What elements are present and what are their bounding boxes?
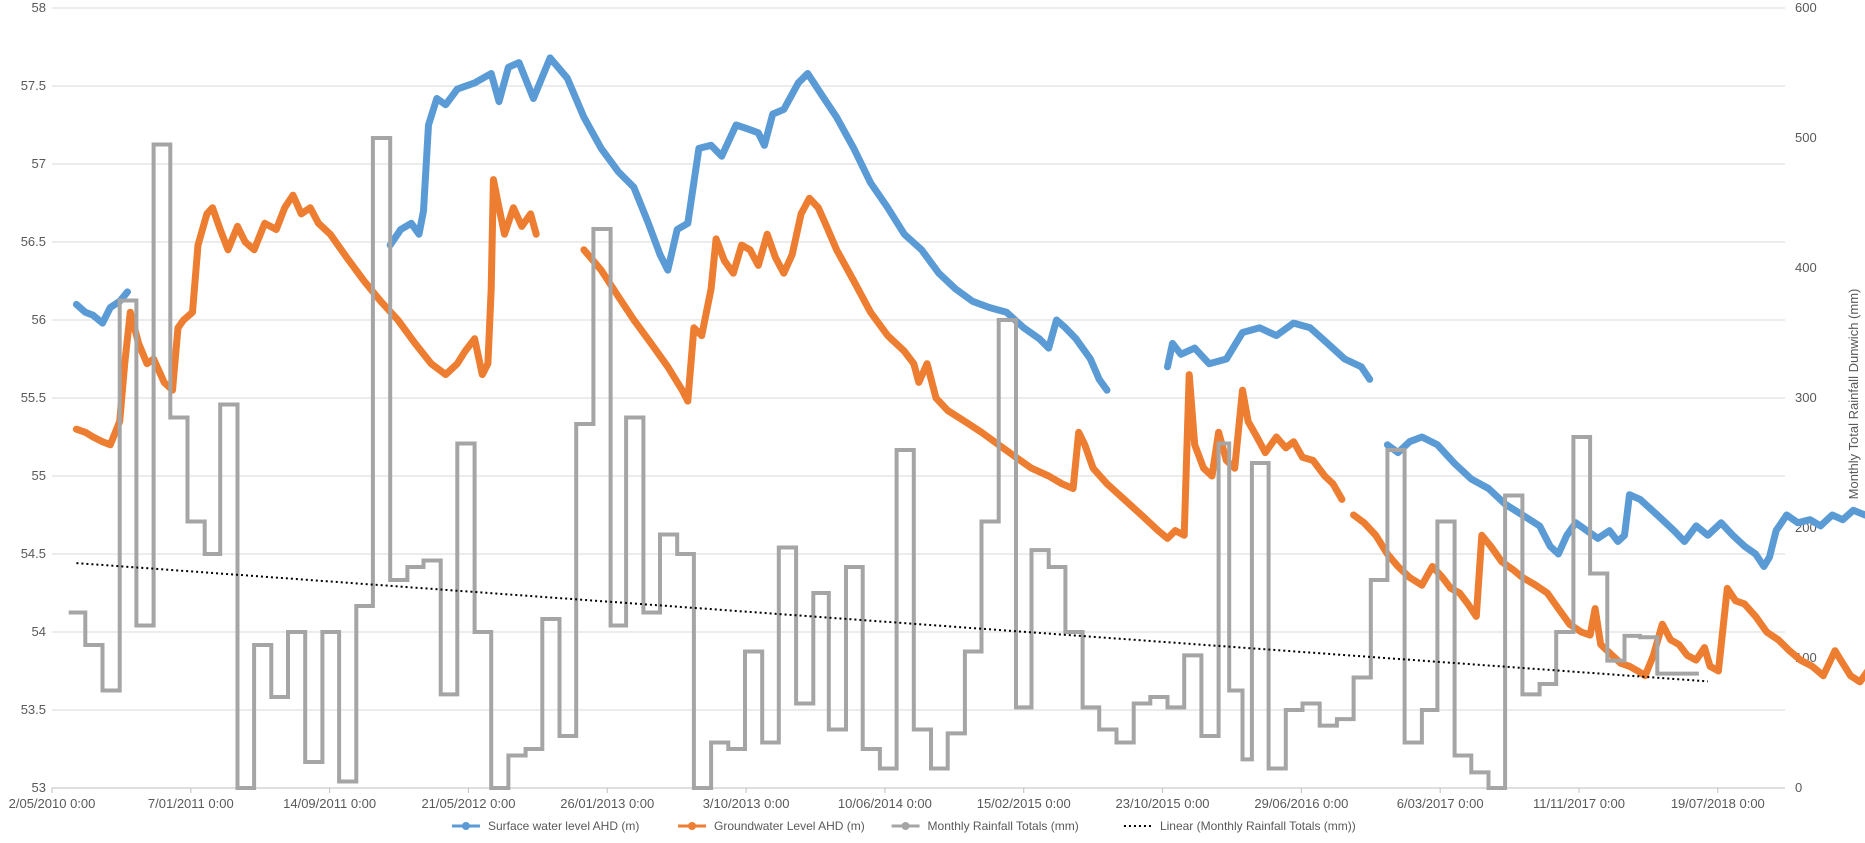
x-tick-label: 23/10/2015 0:00 — [1116, 796, 1210, 811]
y-left-tick-label: 53.5 — [21, 702, 46, 717]
y-left-tick-label: 54.5 — [21, 546, 46, 561]
legend-marker-groundwater-level-ahd-m — [688, 822, 697, 830]
x-tick-label: 3/10/2013 0:00 — [703, 796, 790, 811]
monthly-rainfall-totals-mm-line — [68, 136, 1699, 790]
y-right-tick-label: 300 — [1795, 390, 1817, 405]
x-tick-label: 29/06/2016 0:00 — [1254, 796, 1348, 811]
y-axis-right-title: Monthly Total Rainfall Dunwich (mm) — [1846, 289, 1861, 500]
legend-label: Monthly Rainfall Totals (mm) — [928, 819, 1079, 833]
x-tick-label: 14/09/2011 0:00 — [283, 796, 376, 811]
legend-label: Surface water level AHD (m) — [488, 819, 639, 833]
x-tick-label: 26/01/2013 0:00 — [560, 796, 654, 811]
x-tick-label: 10/06/2014 0:00 — [838, 796, 932, 811]
y-right-tick-label: 600 — [1795, 0, 1817, 15]
y-left-tick-label: 53 — [32, 780, 46, 795]
legend: Surface water level AHD (m) Groundwater L… — [451, 819, 1356, 833]
surface-water-level-ahd-m-line — [1164, 319, 1374, 383]
plot-series — [68, 54, 1865, 790]
gridlines — [52, 7, 1785, 789]
y-left-tick-label: 58 — [32, 0, 46, 15]
y-left-tick-label: 55.5 — [21, 390, 46, 405]
x-tick-label: 21/05/2012 0:00 — [421, 796, 515, 811]
legend-label: Linear (Monthly Rainfall Totals (mm)) — [1160, 819, 1356, 833]
legend-marker-monthly-rainfall-totals-mm — [901, 822, 910, 830]
x-tick-label: 2/05/2010 0:00 — [9, 796, 96, 811]
y-left-tick-label: 56 — [32, 312, 46, 327]
surface-water-level-ahd-m-line — [386, 54, 1111, 394]
legend-label: Groundwater Level AHD (m) — [714, 819, 865, 833]
x-tick-label: 7/01/2011 0:00 — [148, 796, 234, 811]
surface-water-level-ahd-m-line — [1383, 433, 1865, 570]
y-left-tick-label: 54 — [32, 624, 46, 639]
legend-marker-surface-water-level-ahd-m — [461, 822, 470, 830]
x-tick-label: 6/03/2017 0:00 — [1397, 796, 1484, 811]
groundwater-level-ahd-m-line — [1350, 511, 1865, 686]
y-axis-left: 53 53.5 54 54.5 55 55.5 56 56.5 57 57.5 58 — [21, 0, 46, 795]
groundwater-level-ahd-m-line — [72, 176, 540, 449]
y-left-tick-label: 56.5 — [21, 234, 46, 249]
y-right-tick-label: 0 — [1795, 780, 1802, 795]
x-tick-label: 11/11/2017 0:00 — [1533, 796, 1625, 811]
y-left-tick-label: 55 — [32, 468, 46, 483]
y-right-tick-label: 500 — [1795, 130, 1817, 145]
x-tick-label: 15/02/2015 0:00 — [977, 796, 1071, 811]
y-right-tick-label: 400 — [1795, 260, 1817, 275]
y-left-tick-label: 57 — [32, 156, 46, 171]
x-axis: 2/05/2010 0:00 7/01/2011 0:00 14/09/2011 0… — [9, 787, 1785, 811]
x-tick-label: 19/07/2018 0:00 — [1671, 796, 1765, 811]
y-left-tick-label: 57.5 — [21, 78, 46, 93]
groundwater-level-ahd-m-line — [580, 194, 1346, 542]
